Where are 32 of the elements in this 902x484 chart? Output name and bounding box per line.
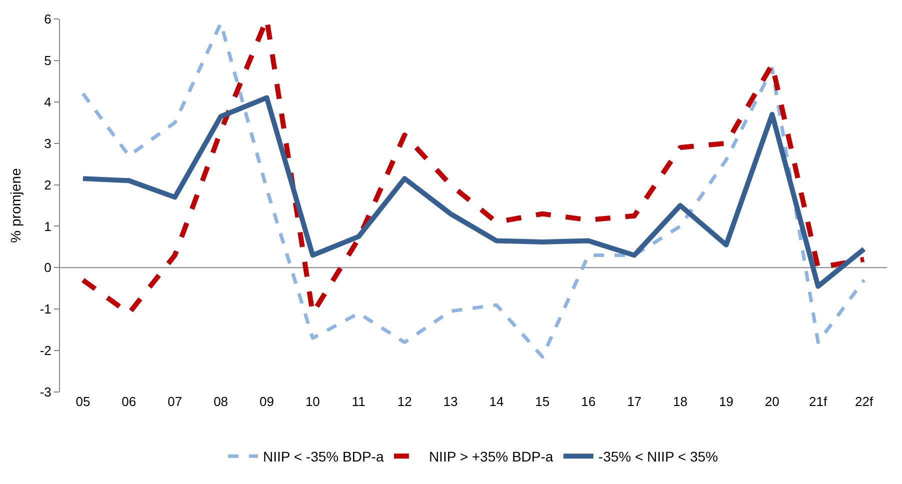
x-tick-label: 14 (489, 394, 504, 409)
x-tick-label: 15 (535, 394, 550, 409)
x-tick-label: 06 (122, 394, 136, 409)
x-tick-label: 11 (352, 394, 366, 409)
legend-label: NIIP < -35% BDP-a (263, 448, 384, 465)
y-tick-label: -1 (40, 302, 52, 317)
x-tick-label: 13 (443, 394, 458, 409)
x-tick-label: 09 (260, 394, 274, 409)
x-tick-label: 20 (764, 394, 780, 409)
y-tick-label: 2 (44, 177, 52, 192)
x-tick-label: 19 (718, 394, 734, 409)
x-tick-label: 05 (76, 394, 90, 409)
y-tick-label: 3 (44, 136, 52, 151)
y-tick-label: -2 (40, 343, 52, 358)
x-tick-label: 12 (397, 394, 412, 409)
y-tick-label: 5 (44, 52, 52, 68)
x-tick-label: 18 (673, 394, 688, 409)
x-tick-label: 22f (854, 394, 874, 409)
y-tick-label: -3 (40, 384, 52, 400)
x-tick-label: 10 (305, 394, 320, 409)
x-tick-label: 08 (214, 394, 228, 409)
x-tick-label: 21f (809, 394, 828, 409)
legend-label: -35% < NIIP < 35% (598, 448, 718, 465)
y-tick-label: 1 (44, 218, 52, 234)
x-tick-label: 07 (168, 394, 182, 409)
y-tick-label: 0 (44, 260, 52, 276)
y-tick-label: 6 (44, 12, 52, 27)
x-tick-label: 17 (627, 394, 642, 409)
y-axis-title: % promjene (7, 168, 24, 243)
y-tick-label: 4 (44, 94, 52, 110)
x-tick-label: 16 (581, 394, 596, 409)
legend-label: NIIP > +35% BDP-a (428, 448, 554, 465)
